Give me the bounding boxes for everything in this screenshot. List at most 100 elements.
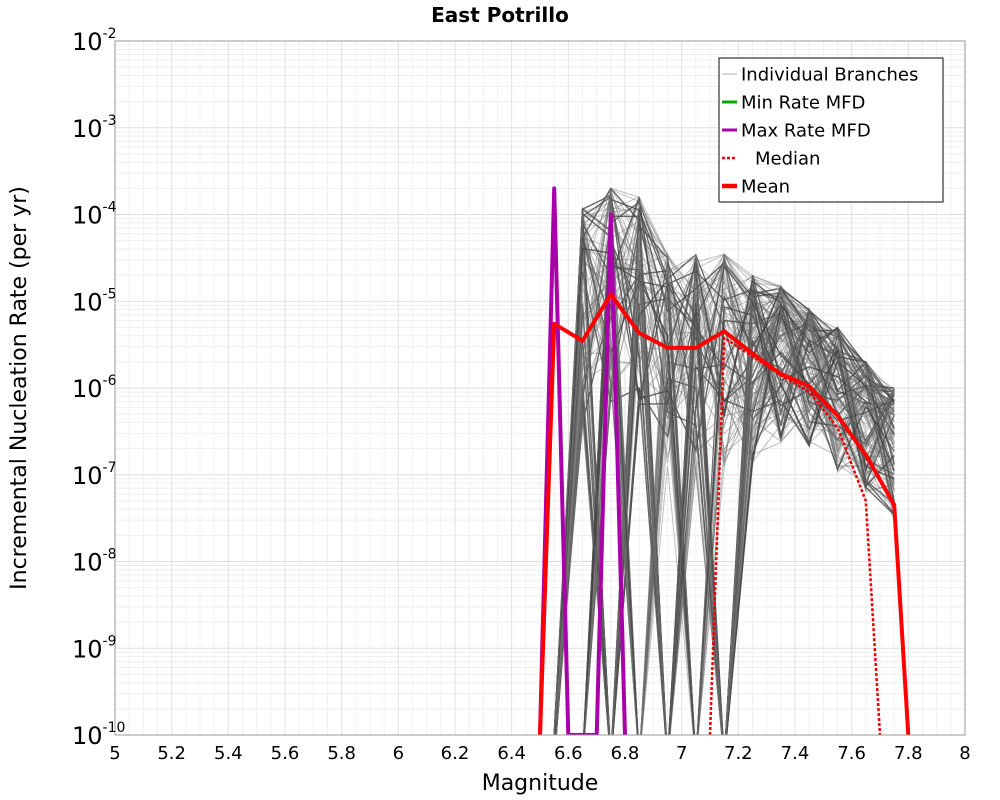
x-tick-label: 7	[676, 743, 687, 764]
x-tick-label: 7.6	[837, 743, 866, 764]
x-tick-label: 8	[959, 743, 970, 764]
branch-line	[555, 211, 895, 735]
branch-line	[554, 206, 895, 735]
branch-line	[554, 194, 895, 735]
branch-line	[553, 236, 895, 735]
y-tick-base: 10	[72, 28, 103, 56]
y-tick-exponent: -8	[103, 547, 117, 563]
branch-line	[554, 261, 895, 735]
y-tick-label: 10-5	[72, 286, 117, 316]
branch-line	[553, 257, 895, 735]
x-tick-label: 7.4	[781, 743, 810, 764]
branch-line	[555, 319, 895, 735]
branch-line	[553, 217, 895, 735]
branch-line	[583, 255, 895, 735]
y-tick-label: 10-6	[72, 373, 117, 403]
y-tick-exponent: -3	[103, 113, 117, 129]
legend-label: Median	[755, 149, 820, 170]
x-tick-label: 6.4	[497, 743, 526, 764]
branch-line	[555, 200, 895, 735]
branch-line	[554, 203, 895, 735]
y-tick-base: 10	[72, 375, 103, 403]
branch-line	[553, 243, 895, 735]
branch-line	[555, 193, 895, 735]
y-tick-base: 10	[72, 115, 103, 143]
y-tick-label: 10-8	[72, 547, 117, 577]
legend: Individual Branches Min Rate MFD Max Rate …	[718, 57, 944, 203]
x-axis-label: Magnitude	[482, 771, 599, 796]
y-tick-base: 10	[72, 462, 103, 490]
branch-line	[554, 292, 895, 735]
branch-line	[554, 195, 895, 735]
branch-line	[583, 195, 895, 735]
y-tick-base: 10	[72, 288, 103, 316]
branch-line	[554, 217, 895, 735]
x-tick-label: 6.8	[611, 743, 640, 764]
branch-line	[668, 309, 895, 735]
branch-line	[553, 213, 895, 735]
legend-label: Mean	[741, 177, 790, 198]
x-tick-label: 7.2	[724, 743, 753, 764]
y-tick-exponent: -5	[103, 286, 117, 302]
y-axis-ticks: 10-210-310-410-510-610-710-810-910-10	[72, 26, 125, 750]
mean-line	[538, 292, 911, 735]
branch-line	[553, 276, 895, 735]
median-line	[708, 336, 882, 735]
x-tick-label: 5	[109, 743, 120, 764]
branch-line	[553, 232, 895, 735]
branch-line	[553, 201, 895, 735]
branch-line	[640, 254, 895, 735]
branch-line	[553, 236, 895, 735]
branch-line	[553, 233, 895, 735]
x-tick-label: 5.2	[157, 743, 186, 764]
branch-line	[553, 213, 895, 735]
y-tick-base: 10	[72, 635, 103, 663]
branch-line	[555, 253, 895, 735]
branch-line	[555, 214, 895, 735]
y-tick-label: 10-2	[72, 26, 117, 56]
branch-line	[553, 187, 895, 735]
x-tick-label: 5.6	[271, 743, 300, 764]
y-tick-label: 10-9	[72, 633, 117, 663]
branch-line	[555, 256, 895, 735]
branch-line	[554, 263, 895, 735]
y-tick-base: 10	[72, 202, 103, 230]
x-tick-label: 6.2	[441, 743, 470, 764]
y-tick-label: 10-7	[72, 460, 117, 490]
branch-line	[553, 200, 895, 735]
branch-line	[583, 190, 895, 735]
branch-line	[553, 192, 895, 735]
x-tick-label: 6.6	[554, 743, 583, 764]
chart-title: East Potrillo	[431, 3, 569, 27]
summary-series	[538, 186, 911, 735]
branch-line	[554, 235, 895, 735]
branch-line	[553, 213, 895, 735]
y-tick-label: 10-10	[72, 720, 125, 750]
y-tick-exponent: -10	[103, 720, 126, 736]
x-tick-label: 5.8	[327, 743, 356, 764]
branch-line	[583, 292, 895, 735]
branch-line	[554, 213, 895, 735]
x-tick-label: 7.8	[894, 743, 923, 764]
y-tick-label: 10-3	[72, 113, 117, 143]
branch-line	[553, 208, 895, 735]
y-tick-exponent: -4	[103, 200, 117, 216]
legend-box	[718, 57, 944, 203]
legend-label: Max Rate MFD	[741, 121, 871, 142]
branch-line	[554, 255, 895, 735]
y-tick-exponent: -6	[103, 373, 117, 389]
x-tick-label: 6	[393, 743, 404, 764]
branch-line	[583, 212, 895, 735]
branch-line	[553, 250, 895, 735]
max-rate-mfd-line	[538, 186, 627, 735]
branch-line	[553, 288, 895, 735]
branch-line	[553, 235, 895, 735]
x-tick-label: 5.4	[214, 743, 243, 764]
branch-line	[668, 296, 895, 735]
branch-line	[554, 216, 895, 735]
plot-frame	[114, 40, 966, 736]
branch-line	[554, 257, 895, 735]
x-axis-ticks: 5 5.2 5.4 5.6 5.8 6 6.2 6.4 6.6 6.8 7 7.2 7.4 7.6 7.8 8	[109, 743, 970, 764]
legend-label: Individual Branches	[741, 65, 918, 86]
